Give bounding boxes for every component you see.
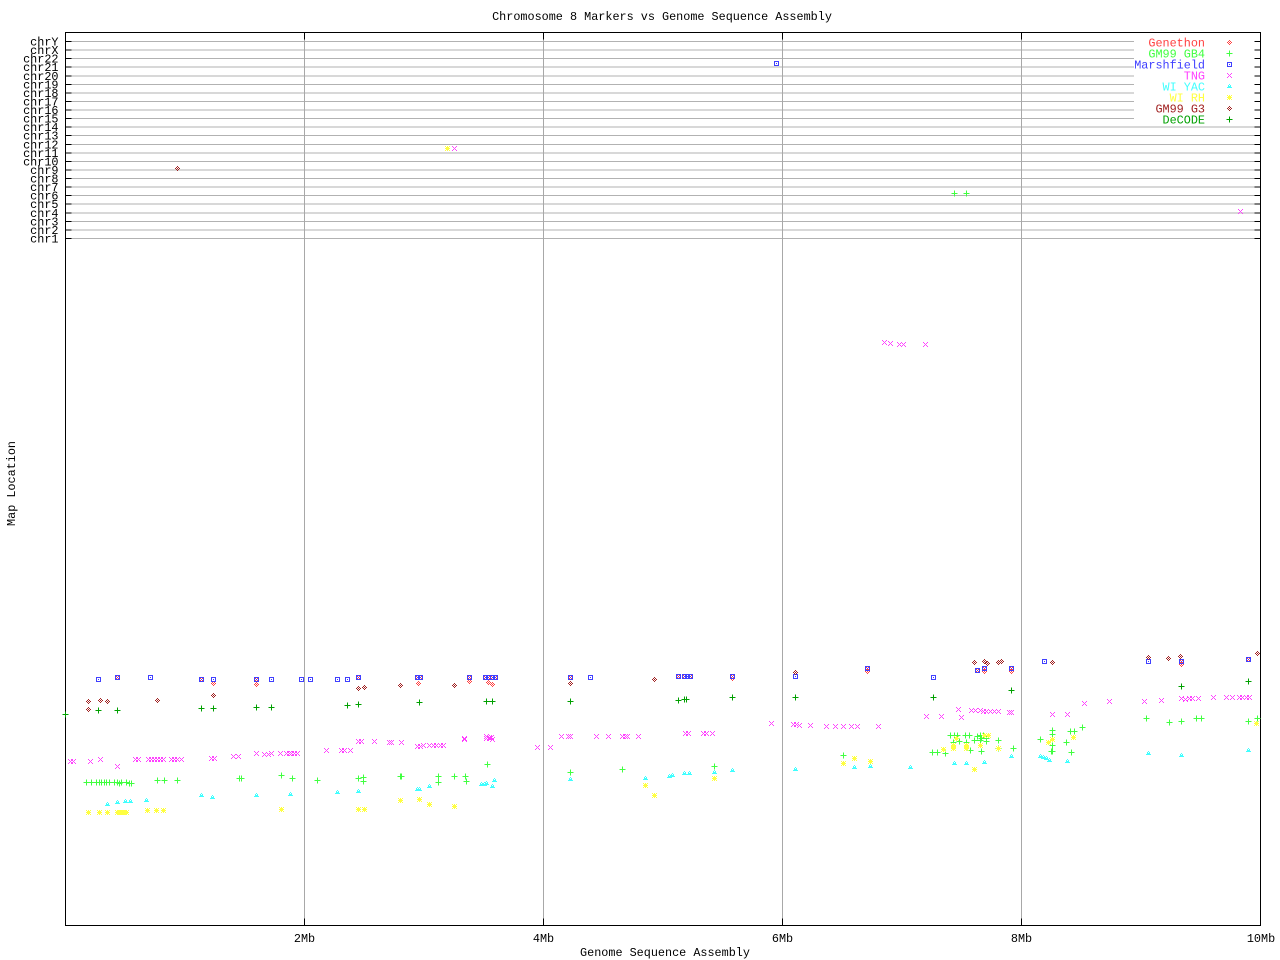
svg-text:chr14: chr14 bbox=[23, 121, 58, 135]
svg-text:Genome Sequence Assembly: Genome Sequence Assembly bbox=[580, 946, 750, 960]
svg-text:chr10: chr10 bbox=[23, 155, 58, 169]
svg-text:TNG: TNG bbox=[1184, 70, 1205, 84]
svg-text:chr22: chr22 bbox=[23, 53, 58, 67]
svg-text:chr17: chr17 bbox=[23, 95, 58, 109]
svg-text:6Mb: 6Mb bbox=[772, 932, 793, 946]
svg-text:Genethon: Genethon bbox=[1148, 37, 1205, 51]
svg-text:chr19: chr19 bbox=[23, 78, 58, 92]
svg-text:chr6: chr6 bbox=[30, 190, 58, 204]
svg-text:Chromosome 8 Markers vs Genome: Chromosome 8 Markers vs Genome Sequence … bbox=[492, 10, 832, 24]
svg-text:2Mb: 2Mb bbox=[294, 932, 315, 946]
svg-text:chr3: chr3 bbox=[30, 215, 58, 229]
svg-text:10Mb: 10Mb bbox=[1247, 932, 1275, 946]
svg-text:chrY: chrY bbox=[30, 36, 58, 50]
svg-text:WI YAC: WI YAC bbox=[1163, 81, 1205, 95]
svg-text:GM99 GB4: GM99 GB4 bbox=[1148, 48, 1205, 62]
svg-text:chr13: chr13 bbox=[23, 130, 58, 144]
svg-text:chr16: chr16 bbox=[23, 104, 58, 118]
svg-text:chr4: chr4 bbox=[30, 207, 58, 221]
svg-text:4Mb: 4Mb bbox=[533, 932, 554, 946]
svg-text:chr20: chr20 bbox=[23, 70, 58, 84]
svg-text:chr12: chr12 bbox=[23, 138, 58, 152]
svg-text:chr5: chr5 bbox=[30, 198, 58, 212]
svg-text:chr8: chr8 bbox=[30, 173, 58, 187]
svg-text:chr1: chr1 bbox=[30, 233, 58, 247]
svg-text:Marshfield: Marshfield bbox=[1134, 59, 1205, 73]
svg-text:chr7: chr7 bbox=[30, 181, 58, 195]
svg-text:chr11: chr11 bbox=[23, 147, 58, 161]
svg-text:chr15: chr15 bbox=[23, 113, 58, 127]
svg-text:chr9: chr9 bbox=[30, 164, 58, 178]
svg-text:chr2: chr2 bbox=[30, 224, 58, 238]
svg-text:8Mb: 8Mb bbox=[1011, 932, 1032, 946]
svg-text:GM99 G3: GM99 G3 bbox=[1155, 103, 1205, 117]
svg-text:chr18: chr18 bbox=[23, 87, 58, 101]
svg-text:WI RH: WI RH bbox=[1170, 92, 1205, 106]
svg-text:chrX: chrX bbox=[30, 44, 58, 58]
svg-text:DeCODE: DeCODE bbox=[1163, 114, 1205, 128]
svg-text:chr21: chr21 bbox=[23, 61, 58, 75]
svg-text:Map Location: Map Location bbox=[5, 441, 19, 526]
